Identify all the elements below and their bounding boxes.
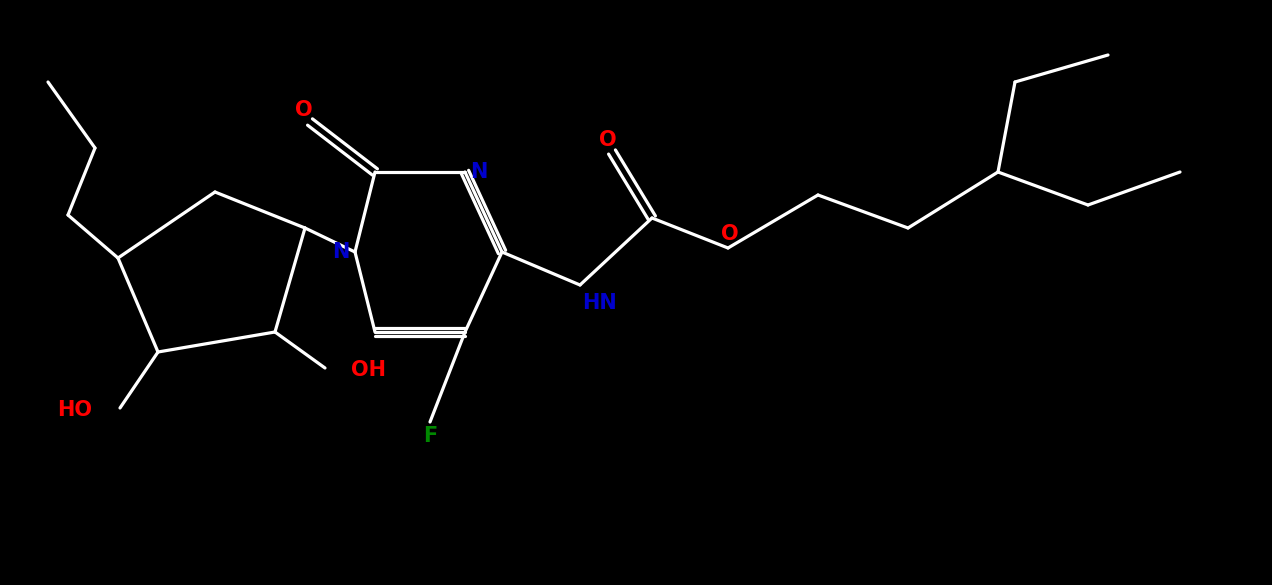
Text: O: O — [599, 130, 617, 150]
Text: F: F — [422, 426, 438, 446]
Text: HO: HO — [57, 400, 92, 420]
Text: N: N — [332, 242, 350, 262]
Text: O: O — [295, 100, 313, 120]
Text: HN: HN — [583, 293, 617, 313]
Text: N: N — [471, 162, 487, 182]
Text: O: O — [721, 224, 739, 244]
Text: OH: OH — [351, 360, 385, 380]
